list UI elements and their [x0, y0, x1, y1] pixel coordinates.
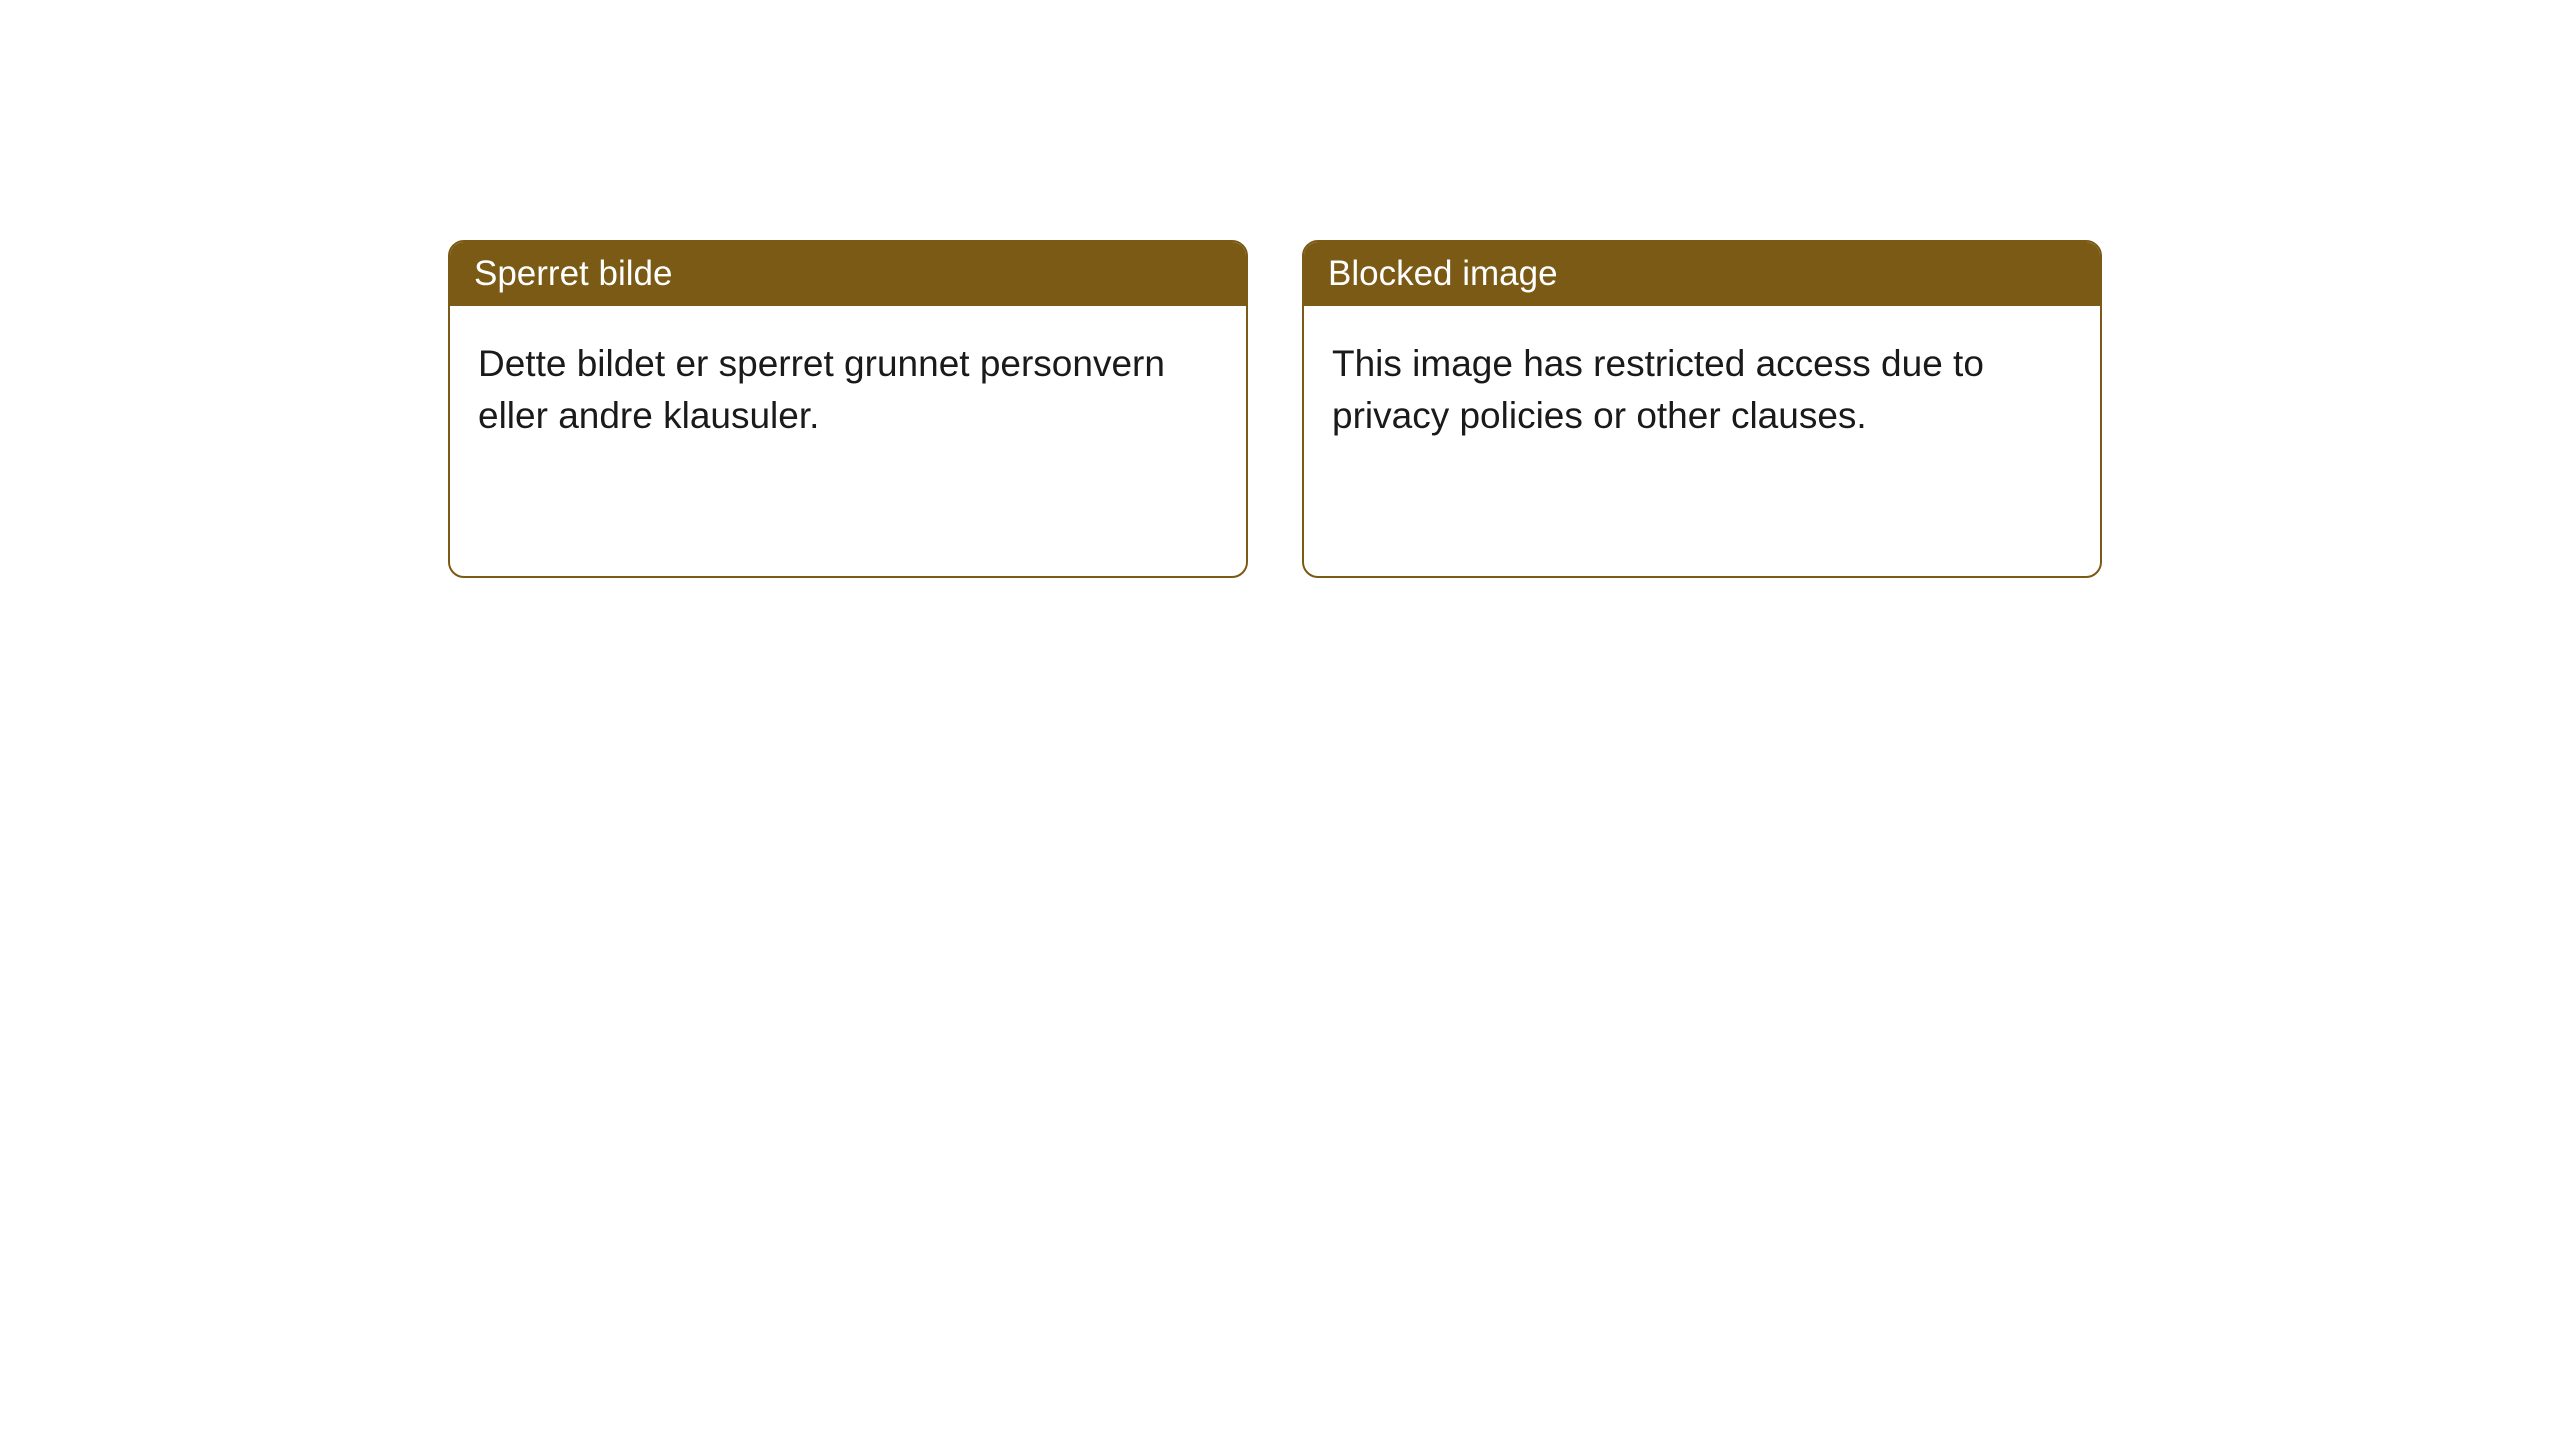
- card-header: Sperret bilde: [450, 242, 1246, 306]
- card-header: Blocked image: [1304, 242, 2100, 306]
- blocked-image-card-no: Sperret bilde Dette bildet er sperret gr…: [448, 240, 1248, 578]
- card-body-text: This image has restricted access due to …: [1332, 343, 1984, 436]
- blocked-image-card-en: Blocked image This image has restricted …: [1302, 240, 2102, 578]
- card-header-text: Sperret bilde: [474, 254, 672, 293]
- card-header-text: Blocked image: [1328, 254, 1558, 293]
- card-body: Dette bildet er sperret grunnet personve…: [450, 306, 1246, 576]
- card-body: This image has restricted access due to …: [1304, 306, 2100, 576]
- notice-cards-container: Sperret bilde Dette bildet er sperret gr…: [0, 0, 2560, 578]
- card-body-text: Dette bildet er sperret grunnet personve…: [478, 343, 1165, 436]
